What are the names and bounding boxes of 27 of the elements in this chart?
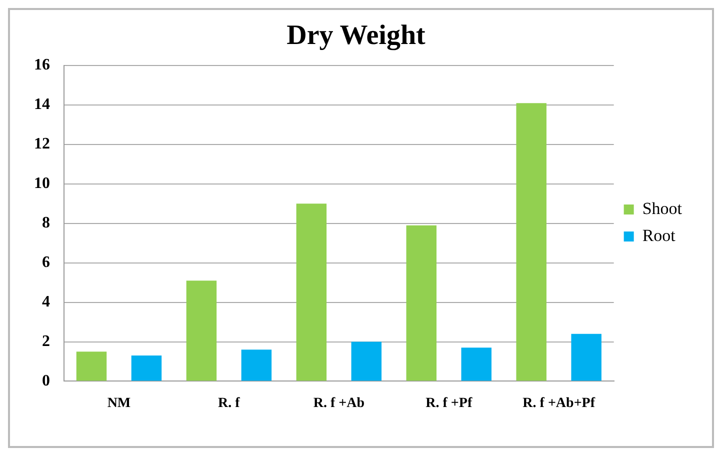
bar xyxy=(461,348,492,381)
x-tick-label: R. f +Pf xyxy=(426,396,472,412)
bar xyxy=(516,103,546,381)
y-tick-label: 4 xyxy=(42,293,50,310)
x-tick-label: R. f xyxy=(218,396,240,412)
chart-title: Dry Weight xyxy=(286,20,426,52)
y-tick-label: 12 xyxy=(34,136,50,153)
y-tick-label: 0 xyxy=(42,372,50,390)
bar xyxy=(571,334,602,381)
bar xyxy=(296,204,327,381)
x-tick-label: NM xyxy=(107,396,131,412)
bar xyxy=(131,356,162,381)
y-tick-label: 6 xyxy=(42,254,50,271)
x-tick-label: R. f +Ab xyxy=(313,396,365,412)
bar xyxy=(241,350,272,381)
y-tick-label: 16 xyxy=(34,56,50,74)
y-tick-label: 14 xyxy=(34,96,50,114)
y-tick-label: 8 xyxy=(42,214,50,232)
y-tick-label: 10 xyxy=(34,175,50,192)
y-tick-label: 2 xyxy=(42,332,50,350)
bar xyxy=(76,352,107,381)
legend-label: Shoot xyxy=(642,198,682,218)
x-tick-label: R. f +Ab+Pf xyxy=(522,396,596,412)
bar xyxy=(406,225,437,381)
bar xyxy=(186,280,217,381)
legend-label: Root xyxy=(642,226,676,245)
bar xyxy=(351,342,382,381)
